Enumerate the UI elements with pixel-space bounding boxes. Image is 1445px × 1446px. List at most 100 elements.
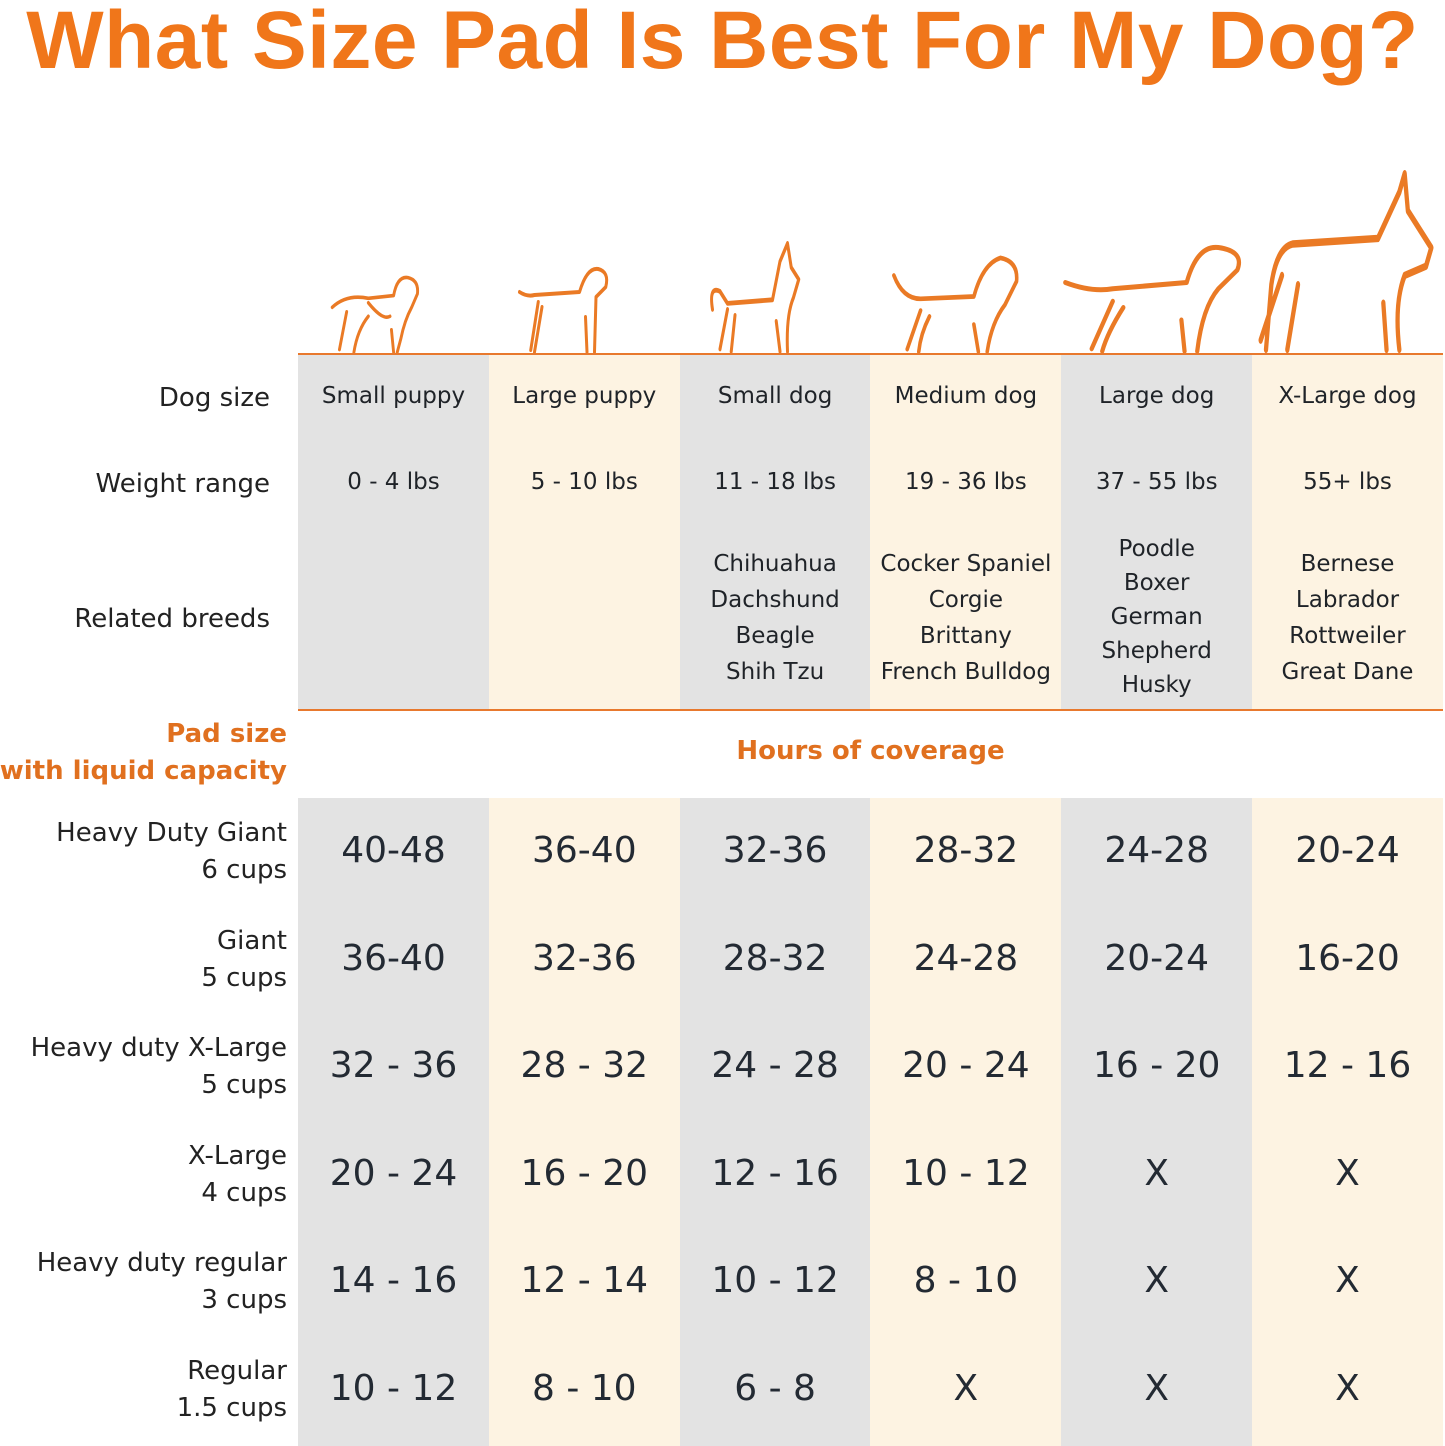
hours-cell: 10 - 12: [329, 1367, 458, 1409]
hours-cell: 20 - 24: [902, 1045, 1030, 1086]
hours-cell: X: [1335, 1152, 1360, 1194]
breed-name: French Bulldog: [880, 659, 1051, 685]
breed-name: Boxer: [1123, 570, 1190, 596]
breed-name: Great Dane: [1281, 659, 1414, 685]
column-bg: [1061, 798, 1253, 1446]
hours-cell: 28 - 32: [520, 1045, 649, 1086]
pad-capacity: 5 cups: [201, 1070, 287, 1100]
pad-name: Heavy duty X-Large: [30, 1033, 287, 1063]
column-bg: [488, 798, 680, 1446]
dog-size: Small puppy: [321, 383, 466, 409]
xlarge-dog-icon: [1258, 170, 1434, 354]
pad-name: Heavy duty regular: [36, 1248, 287, 1278]
hours-cell: X: [1144, 1152, 1170, 1194]
hours-cell: 10 - 12: [711, 1260, 839, 1301]
hours-cell: X: [1335, 1367, 1360, 1409]
related-breeds: Cocker Spaniel Corgie Brittany French Bulld…: [870, 546, 1061, 690]
small-puppy-icon: [330, 275, 420, 355]
column-bg: [679, 355, 871, 709]
breed-name: Cocker Spaniel: [880, 551, 1052, 577]
weight-range: 37 - 55 lbs: [1095, 469, 1218, 495]
hours-cell: 28-32: [722, 937, 828, 979]
pad-size-header: Pad size with liquid capacity: [0, 716, 287, 790]
pad-name: Regular: [187, 1355, 287, 1386]
breed-name: Chihuahua: [713, 551, 837, 577]
pad-capacity: 3 cups: [201, 1285, 287, 1315]
divider: [298, 353, 1443, 355]
hours-cell: 8 - 10: [532, 1367, 637, 1409]
pad-name: Heavy Duty Giant: [56, 818, 287, 848]
row-label-weight-range: Weight range: [95, 469, 270, 499]
column-bg: [870, 355, 1062, 709]
weight-range: 5 - 10 lbs: [530, 469, 638, 495]
column-bg: [1252, 355, 1443, 709]
breed-name: Rottweiler: [1289, 623, 1406, 649]
hours-cell: 24-28: [1104, 830, 1209, 871]
hours-cell: 20-24: [1295, 830, 1400, 871]
hours-cell: X: [1335, 1260, 1360, 1301]
hours-cell: 16-20: [1295, 937, 1400, 979]
hours-cell: X: [953, 1367, 979, 1409]
hours-cell: 16 - 20: [1092, 1045, 1221, 1086]
pad-size-label: Regular 1.5 cups: [177, 1353, 287, 1427]
column-bg: [1252, 798, 1443, 1446]
pad-capacity: 4 cups: [201, 1177, 287, 1208]
related-breeds: Poodle Boxer German Shepherd Husky: [1061, 532, 1252, 702]
breed-name: German: [1110, 604, 1203, 630]
hours-cell: 12 - 14: [520, 1260, 649, 1301]
hours-cell: 12 - 16: [711, 1152, 839, 1194]
breed-name: Dachshund: [710, 587, 840, 613]
hours-cell: 12 - 16: [1283, 1045, 1412, 1086]
hours-cell: 40-48: [341, 830, 446, 871]
row-label-dog-size: Dog size: [158, 383, 270, 413]
breed-name: Corgie: [928, 587, 1004, 613]
hours-cell: 32-36: [722, 830, 828, 871]
pad-name: X-Large: [187, 1140, 287, 1171]
hours-cell: 8 - 10: [913, 1260, 1019, 1301]
breed-name: Shepherd: [1101, 638, 1212, 664]
related-breeds: Chihuahua Dachshund Beagle Shih Tzu: [680, 546, 871, 690]
hours-cell: 14 - 16: [329, 1260, 458, 1301]
page-title: What Size Pad Is Best For My Dog?: [26, 0, 1419, 86]
pad-size-label: Heavy duty X-Large 5 cups: [31, 1030, 287, 1104]
hours-cell: 24-28: [913, 937, 1019, 979]
pad-size-label: X-Large 4 cups: [188, 1138, 287, 1212]
hours-cell: 28-32: [913, 830, 1019, 871]
divider: [298, 709, 1443, 711]
hours-cell: 10 - 12: [902, 1152, 1030, 1194]
breed-name: Shih Tzu: [726, 659, 825, 685]
dog-size: X-Large dog: [1278, 383, 1417, 409]
hours-cell: 32 - 36: [329, 1045, 458, 1086]
medium-dog-icon: [892, 255, 1019, 354]
large-puppy-icon: [518, 266, 609, 354]
pad-size-label: Giant 5 cups: [201, 923, 287, 997]
large-dog-icon: [1063, 244, 1242, 354]
breed-name: Labrador: [1295, 587, 1400, 613]
related-breeds: Bernese Labrador Rottweiler Great Dane: [1252, 546, 1443, 690]
dog-size: Large dog: [1099, 383, 1215, 409]
breed-name: Beagle: [735, 623, 815, 649]
hours-cell: X: [1144, 1367, 1170, 1409]
column-bg: [1061, 355, 1253, 709]
breed-name: Husky: [1121, 672, 1192, 698]
pad-name: Giant: [217, 925, 287, 956]
hours-cell: 32-36: [531, 937, 637, 979]
weight-range: 55+ lbs: [1303, 469, 1392, 495]
hours-cell: 20-24: [1104, 937, 1209, 979]
column-bg: [298, 355, 489, 709]
column-bg: [488, 355, 680, 709]
pad-capacity: 1.5 cups: [176, 1392, 287, 1423]
dog-size: Large puppy: [512, 383, 657, 409]
hours-cell: 20 - 24: [329, 1152, 458, 1194]
column-bg: [679, 798, 871, 1446]
dog-size: Small dog: [717, 383, 833, 409]
breed-name: Poodle: [1118, 536, 1195, 562]
hours-of-coverage-header: Hours of coverage: [736, 736, 1005, 766]
pad-size-label: Heavy Duty Giant 6 cups: [56, 815, 287, 889]
pad-capacity: 6 cups: [201, 855, 287, 885]
hours-cell: 24 - 28: [711, 1045, 839, 1086]
hours-cell: 16 - 20: [520, 1152, 649, 1194]
hours-cell: 6 - 8: [734, 1367, 816, 1409]
hours-cell: X: [1144, 1260, 1170, 1301]
column-bg: [870, 798, 1062, 1446]
